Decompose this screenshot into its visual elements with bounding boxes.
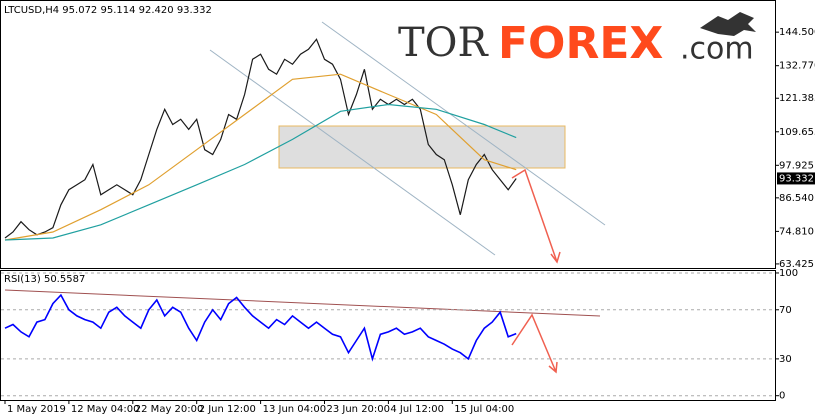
x-tick-label: 13 Jun 04:00 bbox=[263, 404, 327, 415]
channel-lower bbox=[209, 49, 496, 256]
y-tick-label: 70 bbox=[779, 305, 792, 316]
y-tick-label: 144.500 bbox=[779, 27, 815, 38]
watermark-tor: TOR bbox=[398, 20, 489, 66]
rsi-title: RSI(13) 50.5587 bbox=[4, 274, 85, 285]
y-tick-label: 0 bbox=[779, 391, 785, 402]
y-tick-label: 100 bbox=[779, 268, 798, 279]
x-tick-label: 4 Jul 12:00 bbox=[390, 404, 444, 415]
x-tick-label: 22 May 20:00 bbox=[135, 404, 204, 415]
x-tick-label: 2 Jun 12:00 bbox=[199, 404, 256, 415]
x-tick-label: 15 Jul 04:00 bbox=[454, 404, 514, 415]
y-tick-label: 121.385 bbox=[779, 93, 815, 104]
y-tick-label: 30 bbox=[779, 354, 792, 365]
resistance-zone bbox=[278, 125, 566, 169]
x-tick-label: 1 May 2019 bbox=[7, 404, 66, 415]
y-tick-label: 97.925 bbox=[779, 160, 814, 171]
bull-logo bbox=[700, 12, 756, 36]
y-tick-label: 132.770 bbox=[779, 61, 815, 72]
chart-title: LTCUSD,H4 95.072 95.114 92.420 93.332 bbox=[4, 5, 212, 16]
last-price-label: 93.332 bbox=[779, 173, 814, 184]
rsi-panel bbox=[0, 270, 776, 401]
watermark-com: .com bbox=[680, 32, 754, 67]
forecast-arrows bbox=[511, 168, 561, 374]
series-line bbox=[4, 293, 517, 362]
y-tick-label: 63.425 bbox=[779, 259, 814, 270]
series-line bbox=[4, 73, 517, 241]
y-tick-label: 74.810 bbox=[779, 226, 814, 237]
channel-upper bbox=[321, 21, 606, 226]
y-tick-label: 86.540 bbox=[779, 193, 814, 204]
series-line bbox=[4, 103, 517, 241]
y-tick-label: 109.655 bbox=[779, 127, 815, 138]
watermark: TOR FOREX .com bbox=[398, 12, 756, 69]
last-price-box bbox=[777, 172, 815, 185]
x-tick-label: 23 Jun 20:00 bbox=[326, 404, 390, 415]
x-tick-label: 12 May 04:00 bbox=[71, 404, 140, 415]
series-line bbox=[4, 38, 517, 239]
watermark-forex: FOREX bbox=[498, 18, 663, 69]
